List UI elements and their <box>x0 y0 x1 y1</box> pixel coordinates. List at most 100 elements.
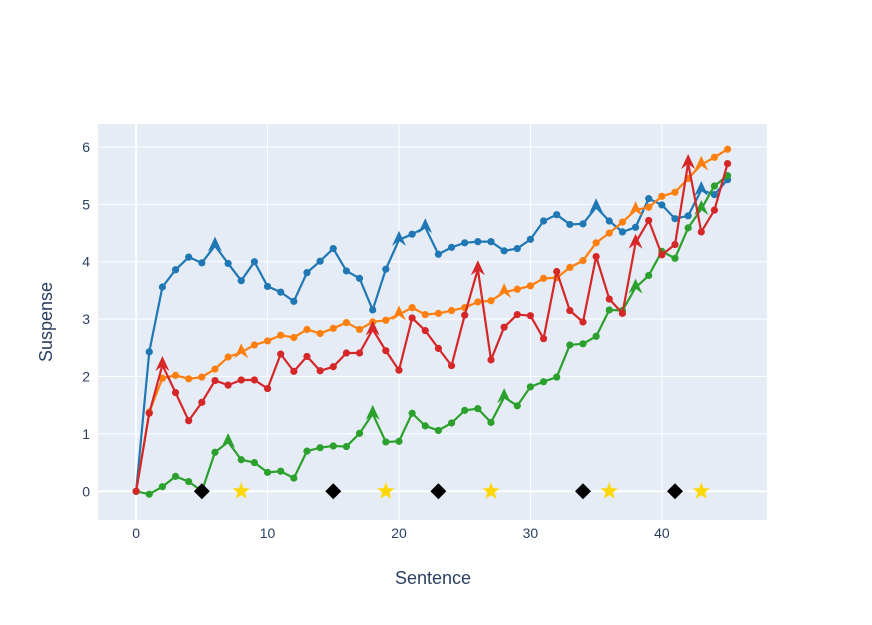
series-point <box>316 367 324 375</box>
series-point <box>158 483 167 491</box>
series-point <box>369 306 377 314</box>
event-markers <box>193 482 710 500</box>
series-point <box>500 323 508 331</box>
series-point <box>277 350 285 358</box>
x-tick-label: 0 <box>132 525 140 541</box>
series-point <box>553 267 561 276</box>
series-point <box>237 277 245 285</box>
series-point <box>697 228 705 236</box>
series-triangle-point <box>418 218 433 234</box>
series-point <box>355 429 364 437</box>
series-point <box>671 254 679 262</box>
series-point <box>382 265 390 273</box>
star-marker <box>600 482 618 499</box>
series-point <box>342 267 351 275</box>
series-point <box>526 312 535 320</box>
series-point <box>329 363 337 371</box>
series-point <box>395 366 403 374</box>
series-point <box>145 409 153 417</box>
series-layer <box>132 145 732 498</box>
series-point <box>605 295 613 303</box>
series-point <box>342 349 351 357</box>
plot-area <box>98 124 767 520</box>
series-point <box>539 335 548 343</box>
series-triangle-point <box>207 236 222 252</box>
series-triangle-point <box>234 343 249 359</box>
series-point <box>250 341 259 349</box>
series-point <box>395 437 403 445</box>
series-point <box>198 398 206 406</box>
series-point <box>631 223 640 231</box>
series-point <box>513 402 521 410</box>
series-triangle-point <box>470 260 485 276</box>
series-point <box>566 341 574 349</box>
series-point <box>566 306 574 315</box>
series-point <box>513 244 521 253</box>
series-point <box>487 418 495 427</box>
series-point <box>211 365 219 373</box>
star-marker <box>232 482 250 499</box>
y-tick-labels: 0 1 2 3 4 5 6 <box>82 139 90 499</box>
series-point <box>553 211 561 219</box>
series-point <box>618 228 627 236</box>
series-triangle-point <box>365 320 380 336</box>
series-point <box>658 251 666 259</box>
series-point <box>671 215 679 223</box>
series-point <box>684 224 692 232</box>
x-gridlines <box>135 124 663 520</box>
series-point <box>487 356 495 364</box>
series-point <box>171 266 180 274</box>
series-point <box>513 310 521 319</box>
series-point <box>434 344 443 352</box>
series-point <box>263 282 272 291</box>
x-tick-label: 40 <box>654 525 670 541</box>
series-point <box>263 384 272 393</box>
series-point <box>605 229 613 237</box>
x-axis-title: Sentence <box>395 568 471 588</box>
series-point <box>474 298 482 306</box>
series-triangle-point <box>221 432 236 448</box>
series-point <box>408 230 416 238</box>
diamond-marker <box>666 483 683 500</box>
series-point <box>461 406 469 414</box>
series-point <box>566 220 574 229</box>
series-point <box>526 282 535 290</box>
series-point <box>539 217 548 225</box>
series-point <box>618 218 627 226</box>
series-point <box>303 352 311 361</box>
series-point <box>710 206 719 214</box>
series-point <box>434 309 443 317</box>
x-tick-label: 20 <box>391 525 407 541</box>
y-axis-title: Suspense <box>36 282 56 362</box>
series-point <box>211 376 219 385</box>
series-triangle-point <box>497 388 512 404</box>
series-point <box>290 367 298 375</box>
series-point <box>355 325 364 334</box>
series-triangle-point <box>628 233 643 249</box>
series-point <box>645 195 653 203</box>
series-point <box>145 348 153 356</box>
series-point <box>421 422 429 430</box>
series-point <box>224 381 232 389</box>
series-point <box>290 474 298 482</box>
y-tick-label: 2 <box>82 369 90 385</box>
series-point <box>434 426 443 435</box>
series-point <box>684 212 692 220</box>
diamond-marker <box>430 483 447 500</box>
series-point <box>671 188 679 196</box>
series-triangle-point <box>497 283 512 299</box>
series-point <box>303 269 311 277</box>
series-point <box>671 240 679 249</box>
series-point <box>579 340 587 348</box>
series-triangle-point <box>694 155 709 171</box>
series-point <box>421 310 429 319</box>
series-point <box>513 285 521 293</box>
series-point <box>303 325 311 334</box>
series-point <box>329 324 337 332</box>
series-point <box>408 304 416 312</box>
series-point <box>277 467 285 475</box>
series-point <box>408 314 416 322</box>
series-point <box>487 297 495 305</box>
series-point <box>579 318 587 326</box>
